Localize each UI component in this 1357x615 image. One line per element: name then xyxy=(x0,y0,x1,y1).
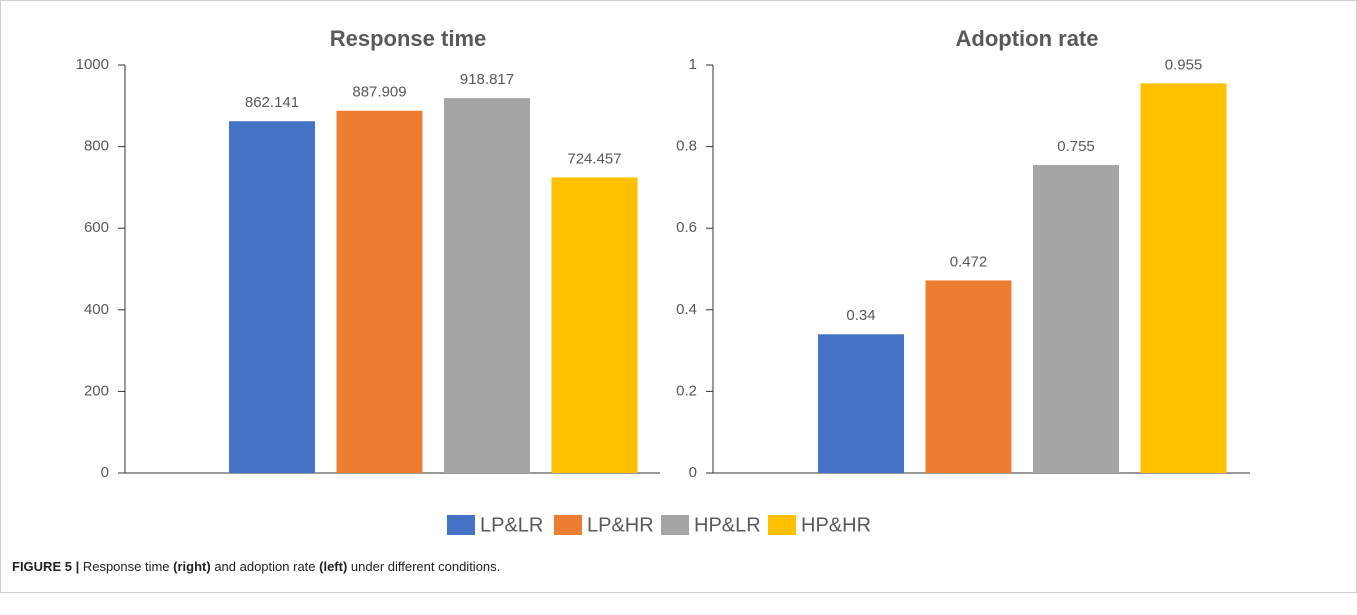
bar xyxy=(444,98,530,473)
bar xyxy=(1140,83,1227,474)
value-label: 887.909 xyxy=(352,84,406,101)
caption: FIGURE 5 | Response time (right) and ado… xyxy=(12,559,500,574)
legend-label: HP&HR xyxy=(801,514,871,536)
value-label: 0.34 xyxy=(846,307,875,324)
y-tick-label: 0.4 xyxy=(676,301,697,318)
chart-title: Adoption rate xyxy=(956,26,1099,51)
y-tick-label: 0.2 xyxy=(676,382,697,399)
y-tick-label: 800 xyxy=(84,138,109,155)
caption-part: FIGURE 5 | xyxy=(12,559,83,574)
y-tick-label: 200 xyxy=(84,382,109,399)
bar xyxy=(818,334,904,473)
caption-part: Response time xyxy=(83,559,173,574)
y-tick-label: 400 xyxy=(84,301,109,318)
value-label: 0.472 xyxy=(950,253,988,270)
y-tick-label: 1000 xyxy=(76,56,109,73)
legend-swatch xyxy=(554,515,582,535)
y-tick-label: 0 xyxy=(101,464,109,481)
legend-swatch xyxy=(768,515,796,535)
y-tick-label: 600 xyxy=(84,219,109,236)
caption-part: (right) xyxy=(173,559,211,574)
legend-label: LP&HR xyxy=(587,514,654,536)
bar xyxy=(551,177,638,473)
y-tick-label: 0.6 xyxy=(676,219,697,236)
value-label: 918.817 xyxy=(460,71,514,88)
legend-label: HP&LR xyxy=(694,514,761,536)
caption-part: under different conditions. xyxy=(347,559,500,574)
y-tick-label: 1 xyxy=(689,56,697,73)
legend-swatch xyxy=(661,515,689,535)
caption-part: and adoption rate xyxy=(211,559,319,574)
bar xyxy=(925,280,1012,473)
caption-part: (left) xyxy=(319,559,347,574)
chart-title: Response time xyxy=(330,26,487,51)
bar xyxy=(336,110,423,474)
value-label: 724.457 xyxy=(567,150,621,167)
y-tick-label: 0 xyxy=(689,464,697,481)
value-label: 862.141 xyxy=(245,94,299,111)
legend-label: LP&LR xyxy=(480,514,543,536)
y-tick-label: 0.8 xyxy=(676,138,697,155)
value-label: 0.955 xyxy=(1165,56,1203,73)
bar xyxy=(1033,164,1119,473)
legend-swatch xyxy=(447,515,475,535)
value-label: 0.755 xyxy=(1057,138,1095,155)
bar xyxy=(229,121,315,474)
